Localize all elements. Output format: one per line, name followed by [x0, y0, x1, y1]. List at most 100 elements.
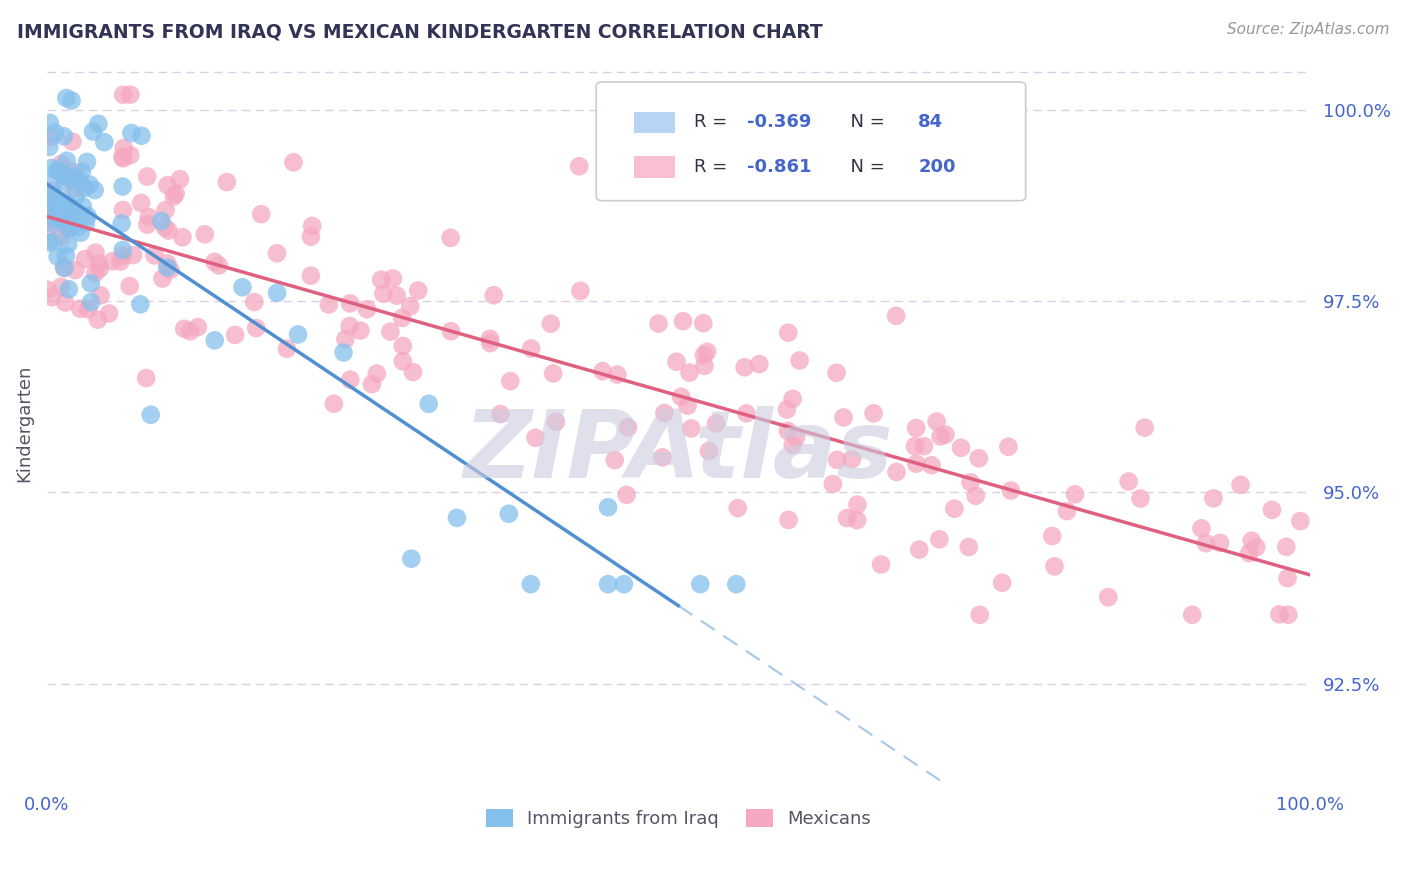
Point	[83, 183, 105, 197]
Point	[1268, 607, 1291, 622]
Point	[392, 339, 415, 353]
Point	[862, 406, 884, 420]
Point	[489, 407, 512, 421]
Point	[59, 203, 82, 218]
Point	[1240, 533, 1263, 548]
Point	[440, 324, 463, 338]
Point	[373, 286, 395, 301]
Point	[60, 171, 83, 186]
Point	[111, 243, 134, 257]
Point	[339, 296, 361, 310]
Point	[616, 488, 638, 502]
Point	[370, 272, 392, 286]
Point	[499, 374, 522, 388]
Point	[55, 220, 77, 235]
Point	[439, 231, 461, 245]
Point	[53, 260, 76, 275]
Point	[131, 128, 153, 143]
Point	[135, 371, 157, 385]
Point	[654, 406, 676, 420]
Point	[727, 501, 749, 516]
Point	[1040, 529, 1063, 543]
Point	[929, 429, 952, 443]
Point	[111, 179, 134, 194]
Point	[266, 246, 288, 260]
Point	[520, 342, 543, 356]
Point	[905, 457, 928, 471]
Point	[356, 302, 378, 317]
Point	[406, 284, 429, 298]
Point	[418, 397, 440, 411]
Point	[62, 165, 84, 179]
Point	[1181, 607, 1204, 622]
Text: N =: N =	[839, 158, 890, 176]
Point	[647, 317, 669, 331]
Point	[169, 172, 191, 186]
Point	[846, 498, 869, 512]
Point	[335, 332, 357, 346]
Point	[136, 218, 159, 232]
Point	[37, 214, 59, 228]
Point	[51, 209, 73, 223]
Point	[112, 141, 135, 155]
Point	[37, 208, 59, 222]
Point	[87, 117, 110, 131]
Point	[524, 431, 547, 445]
Point	[912, 439, 935, 453]
Point	[651, 450, 673, 465]
Point	[569, 284, 592, 298]
Point	[283, 155, 305, 169]
Point	[832, 410, 855, 425]
Point	[544, 415, 567, 429]
Point	[41, 161, 63, 175]
Point	[1237, 546, 1260, 560]
Point	[46, 250, 69, 264]
Point	[276, 342, 298, 356]
Point	[1209, 536, 1232, 550]
Point	[67, 172, 90, 186]
Point	[55, 195, 77, 210]
Point	[250, 207, 273, 221]
Point	[322, 397, 344, 411]
Point	[1118, 475, 1140, 489]
Point	[1275, 540, 1298, 554]
Point	[112, 151, 135, 165]
Point	[704, 417, 727, 431]
Point	[208, 259, 231, 273]
Point	[725, 577, 748, 591]
Point	[299, 229, 322, 244]
Point	[80, 295, 103, 310]
Point	[56, 222, 79, 236]
Point	[155, 203, 177, 218]
Point	[332, 345, 354, 359]
Point	[498, 507, 520, 521]
Point	[778, 326, 800, 340]
Point	[52, 129, 75, 144]
Point	[42, 176, 65, 190]
Point	[391, 310, 413, 325]
Point	[479, 332, 502, 346]
Point	[41, 216, 63, 230]
Point	[38, 210, 60, 224]
Text: Source: ZipAtlas.com: Source: ZipAtlas.com	[1226, 22, 1389, 37]
Point	[58, 237, 80, 252]
Text: N =: N =	[839, 113, 890, 131]
Point	[70, 164, 93, 178]
Point	[339, 373, 361, 387]
Point	[665, 354, 688, 368]
Point	[592, 364, 614, 378]
Point	[58, 202, 80, 217]
Point	[671, 390, 693, 404]
Point	[1133, 420, 1156, 434]
Point	[58, 171, 80, 186]
Point	[45, 211, 67, 226]
Point	[479, 336, 502, 351]
Point	[53, 177, 76, 191]
Point	[1191, 521, 1213, 535]
Point	[152, 271, 174, 285]
Point	[136, 169, 159, 184]
Point	[39, 129, 62, 144]
Point	[266, 285, 288, 300]
Point	[1043, 559, 1066, 574]
Point	[596, 577, 619, 591]
